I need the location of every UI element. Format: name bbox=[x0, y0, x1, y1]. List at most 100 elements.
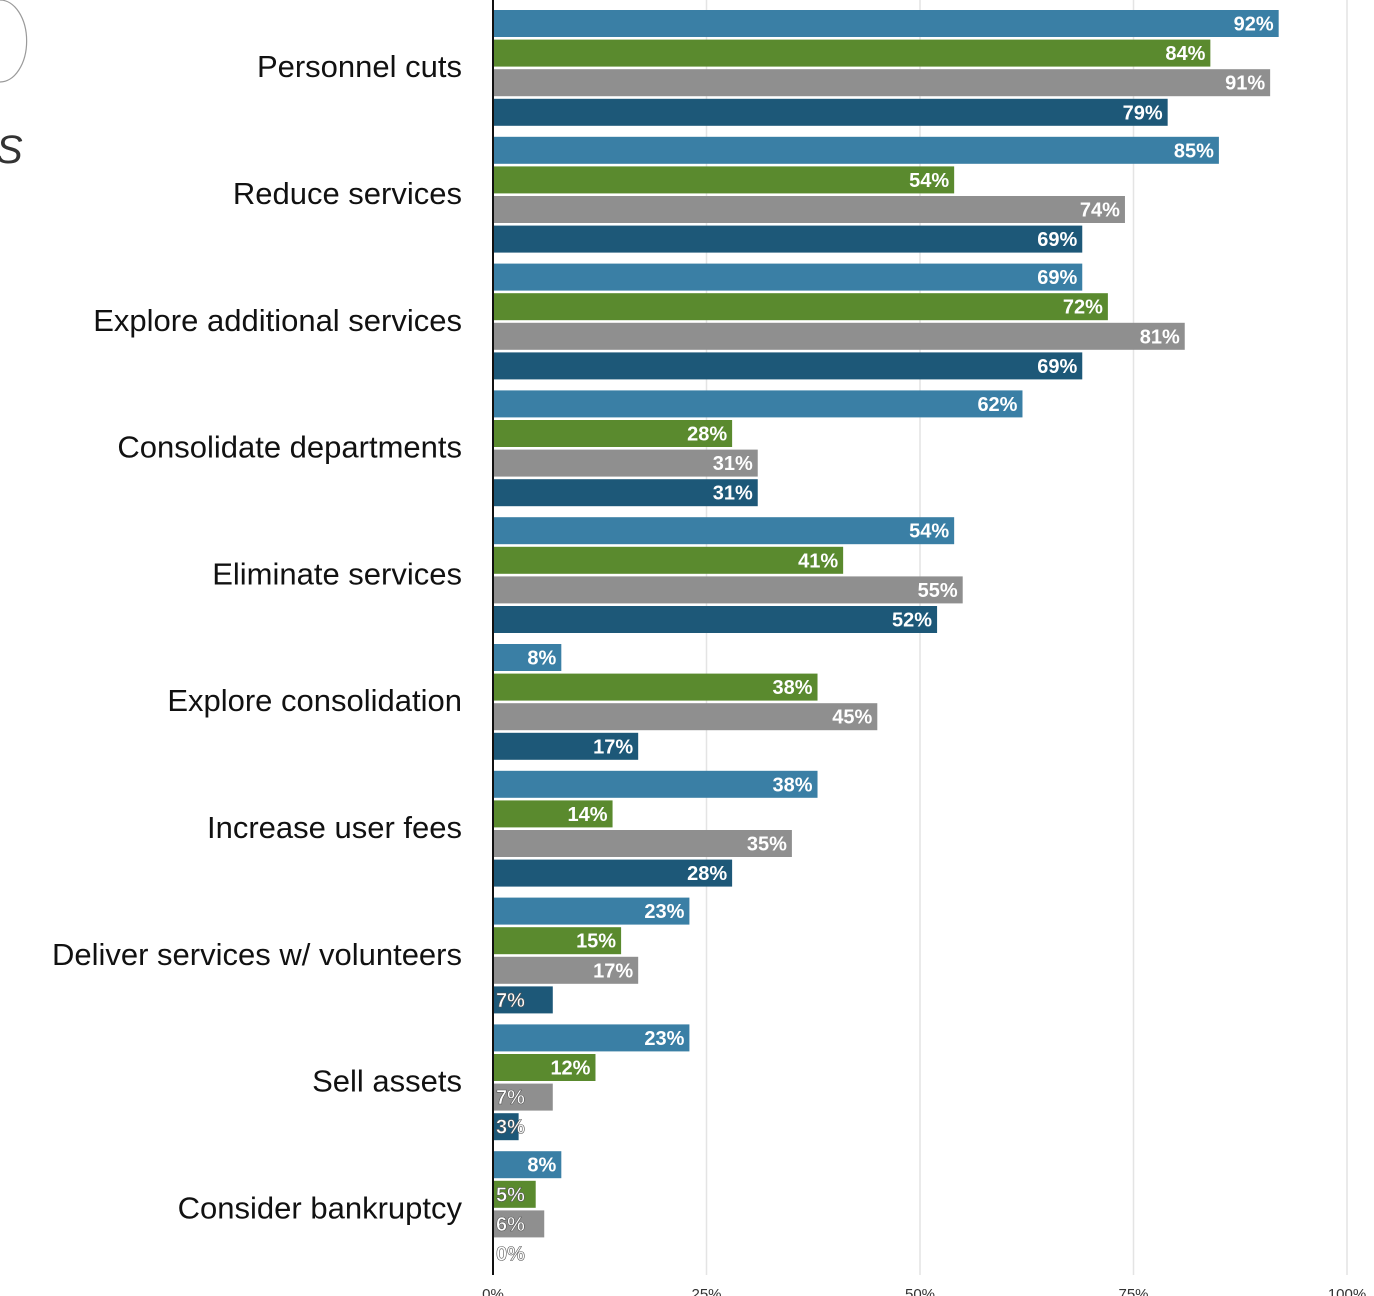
bar bbox=[493, 1024, 690, 1052]
bar-value-label: 84% bbox=[1165, 43, 1205, 65]
category-label: Deliver services w/ volunteers bbox=[52, 937, 462, 972]
bar-value-label: 38% bbox=[772, 774, 812, 796]
bar bbox=[493, 703, 878, 731]
bar bbox=[493, 390, 1023, 418]
bar-labels: 92%84%91%79%85%54%74%69%69%72%81%69%62%2… bbox=[496, 14, 1274, 1266]
category-label: Explore consolidation bbox=[167, 683, 462, 718]
bar-value-label: 23% bbox=[644, 901, 684, 923]
bar-value-label: 35% bbox=[747, 834, 787, 856]
bar bbox=[493, 956, 639, 984]
bar bbox=[493, 352, 1083, 380]
bar bbox=[493, 576, 963, 604]
bar-value-label: 6% bbox=[496, 1214, 525, 1236]
bar-value-label: 23% bbox=[644, 1028, 684, 1050]
bar-value-label: 8% bbox=[527, 1155, 556, 1177]
bar bbox=[493, 770, 818, 798]
bar-value-label: 7% bbox=[496, 1087, 525, 1109]
bar-value-label: 31% bbox=[713, 483, 753, 505]
bar bbox=[493, 1054, 596, 1081]
bar bbox=[493, 986, 553, 1014]
bar-value-label: 69% bbox=[1037, 356, 1077, 378]
category-label: Reduce services bbox=[233, 176, 462, 211]
bar bbox=[493, 1083, 553, 1111]
bar bbox=[493, 546, 844, 574]
decorative-arc bbox=[0, 0, 28, 83]
bar-value-label: 0% bbox=[496, 1244, 525, 1266]
side-letter: S bbox=[0, 128, 23, 172]
bar bbox=[493, 166, 955, 194]
bar bbox=[493, 225, 1083, 253]
bars bbox=[493, 10, 1279, 1238]
x-tick-label: 50% bbox=[905, 1286, 935, 1296]
category-label: Consider bankruptcy bbox=[178, 1190, 463, 1225]
bar bbox=[493, 136, 1219, 164]
bar bbox=[493, 322, 1185, 350]
bar-value-label: 92% bbox=[1234, 14, 1274, 36]
x-tick-label: 100% bbox=[1328, 1286, 1366, 1296]
bar-value-label: 28% bbox=[687, 424, 727, 446]
bar bbox=[493, 39, 1211, 67]
category-label: Increase user fees bbox=[207, 810, 462, 845]
bar-value-label: 14% bbox=[568, 804, 608, 826]
bar bbox=[493, 859, 733, 887]
bar bbox=[493, 800, 613, 828]
bar-value-label: 54% bbox=[909, 521, 949, 543]
bar-value-label: 45% bbox=[832, 707, 872, 729]
bar-value-label: 79% bbox=[1123, 102, 1163, 124]
bar-value-label: 15% bbox=[576, 931, 616, 953]
x-tick-label: 0% bbox=[482, 1286, 504, 1296]
bar bbox=[493, 1151, 562, 1179]
category-label: Eliminate services bbox=[212, 556, 462, 591]
bar-value-label: 69% bbox=[1037, 267, 1077, 289]
bar-value-label: 31% bbox=[713, 453, 753, 475]
bar bbox=[493, 98, 1168, 126]
bar bbox=[493, 673, 818, 701]
bar-value-label: 81% bbox=[1140, 326, 1180, 348]
bar-value-label: 69% bbox=[1037, 229, 1077, 251]
bar bbox=[493, 196, 1125, 223]
bar-value-label: 17% bbox=[593, 960, 633, 982]
bar-value-label: 12% bbox=[550, 1058, 590, 1080]
bar-value-label: 54% bbox=[909, 170, 949, 192]
bar bbox=[493, 69, 1271, 97]
bar bbox=[493, 293, 1108, 321]
bar-value-label: 38% bbox=[772, 677, 812, 699]
bar bbox=[493, 263, 1083, 291]
category-label: Consolidate departments bbox=[117, 430, 462, 465]
category-label: Personnel cuts bbox=[257, 49, 462, 84]
bar bbox=[493, 1180, 536, 1208]
bar-value-label: 17% bbox=[593, 736, 633, 758]
x-axis-ticks: 0% 25% 50% 75% 100% bbox=[482, 1286, 1366, 1296]
bar-value-label: 74% bbox=[1080, 200, 1120, 222]
bar-value-label: 52% bbox=[892, 610, 932, 632]
side-decoration: S bbox=[0, 0, 40, 200]
bar-value-label: 3% bbox=[496, 1117, 525, 1139]
bar bbox=[493, 517, 955, 545]
bar-value-label: 85% bbox=[1174, 140, 1214, 162]
bar-value-label: 91% bbox=[1225, 73, 1265, 95]
category-label: Sell assets bbox=[312, 1064, 462, 1099]
bar-value-label: 55% bbox=[918, 580, 958, 602]
bar-value-label: 7% bbox=[496, 990, 525, 1012]
bar bbox=[493, 606, 938, 633]
bar-value-label: 41% bbox=[798, 550, 838, 572]
bar bbox=[493, 10, 1279, 37]
category-label: Explore additional services bbox=[93, 303, 462, 338]
bar-value-label: 28% bbox=[687, 863, 727, 885]
x-tick-label: 75% bbox=[1118, 1286, 1148, 1296]
bar bbox=[493, 830, 792, 857]
category-labels: Personnel cuts Reduce services Explore add… bbox=[52, 49, 463, 1225]
bar bbox=[493, 449, 758, 477]
bar bbox=[493, 1113, 519, 1141]
bar bbox=[493, 732, 639, 760]
bar bbox=[493, 897, 690, 925]
bar bbox=[493, 644, 562, 671]
bar-value-label: 72% bbox=[1063, 297, 1103, 319]
bar bbox=[493, 1210, 545, 1238]
bar bbox=[493, 927, 622, 955]
bar bbox=[493, 479, 758, 507]
bar-value-label: 5% bbox=[496, 1184, 525, 1206]
x-tick-label: 25% bbox=[691, 1286, 721, 1296]
bar-value-label: 8% bbox=[527, 648, 556, 670]
